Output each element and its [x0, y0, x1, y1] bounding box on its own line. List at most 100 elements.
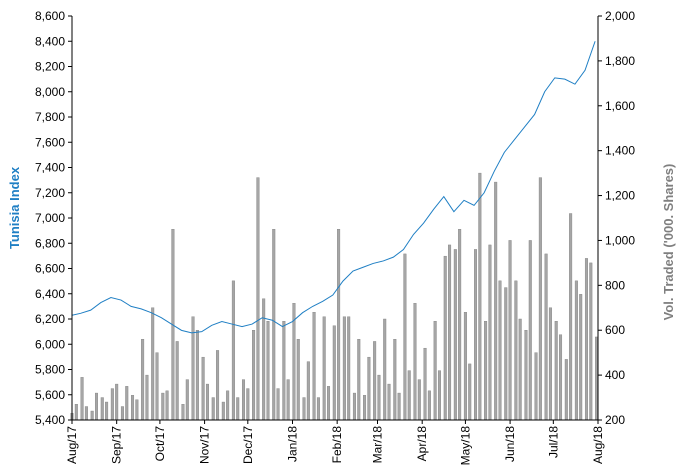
x-tick-label: Jul/18: [546, 426, 560, 458]
volume-bar: [387, 383, 391, 421]
volume-bar: [272, 229, 276, 421]
volume-bar: [538, 177, 542, 421]
volume-bar: [342, 316, 346, 421]
volume-bar: [125, 386, 129, 421]
right-tick-label: 2,000: [605, 9, 635, 23]
left-tick-label: 7,000: [35, 211, 65, 225]
volume-bar: [347, 316, 351, 421]
volume-bar: [306, 361, 310, 421]
volume-bar: [216, 350, 220, 421]
volume-bar: [110, 388, 114, 421]
volume-bar: [155, 352, 159, 421]
volume-bar: [383, 318, 387, 421]
right-tick-label: 1,200: [605, 189, 635, 203]
volume-bar: [373, 341, 377, 421]
right-tick-label: 400: [605, 368, 625, 382]
volume-bar: [302, 397, 306, 421]
volume-bar: [554, 321, 558, 421]
volume-bar: [74, 404, 78, 421]
left-tick-label: 8,600: [35, 9, 65, 23]
left-axis-ticks: 5,400 5,600 5,800 6,000 6,200 6,400 6,600 6,800…: [35, 9, 72, 427]
volume-bar: [488, 244, 492, 421]
volume-bar: [161, 392, 165, 421]
volume-bar: [377, 374, 381, 421]
x-tick-label: Jan/18: [285, 426, 299, 462]
left-tick-label: 6,600: [35, 262, 65, 276]
x-tick-label: Aug/17: [65, 426, 79, 464]
x-tick-label: May/18: [458, 426, 472, 466]
x-tick-label: Nov/17: [198, 426, 212, 464]
volume-bar: [569, 213, 573, 421]
volume-bar: [312, 312, 316, 421]
volume-bar: [574, 280, 578, 421]
x-tick-label: Aug/18: [591, 426, 605, 464]
left-tick-label: 7,200: [35, 186, 65, 200]
volume-bar: [286, 379, 290, 421]
volume-bar: [296, 339, 300, 421]
volume-bar: [165, 390, 169, 421]
right-tick-label: 200: [605, 413, 625, 427]
volume-bar: [236, 397, 240, 421]
volume-bar: [448, 244, 452, 421]
x-tick-label: Sep/17: [110, 426, 124, 464]
right-tick-label: 800: [605, 278, 625, 292]
left-tick-label: 6,800: [35, 236, 65, 250]
volume-bar: [151, 307, 155, 421]
volume-bar: [135, 399, 139, 421]
volume-bar: [528, 240, 532, 421]
volume-bar: [559, 334, 563, 421]
volume-bar: [266, 321, 270, 421]
left-tick-label: 7,600: [35, 135, 65, 149]
x-tick-label: Mar/18: [371, 426, 385, 464]
volume-bar: [474, 249, 478, 421]
volume-bar: [504, 287, 508, 421]
volume-bar: [413, 303, 417, 421]
left-tick-label: 8,400: [35, 34, 65, 48]
volume-bar: [595, 336, 599, 421]
index-line: [71, 41, 596, 334]
volume-bar: [397, 392, 401, 421]
volume-bar: [141, 339, 145, 421]
volume-bar: [145, 374, 149, 421]
volume-bar: [518, 318, 522, 421]
volume-bar: [548, 307, 552, 421]
volume-bar: [94, 392, 98, 421]
right-tick-label: 1,600: [605, 99, 635, 113]
left-tick-label: 7,400: [35, 161, 65, 175]
x-tick-label: Jun/18: [503, 426, 517, 462]
index-line-layer: [71, 41, 596, 334]
volume-bar: [90, 410, 94, 421]
volume-bar: [221, 401, 225, 421]
left-tick-label: 5,400: [35, 413, 65, 427]
volume-bar: [262, 298, 266, 421]
left-axis-title: Tunisia Index: [7, 166, 22, 249]
volume-bar: [246, 388, 250, 421]
volume-bar: [337, 229, 341, 421]
volume-bar: [181, 404, 185, 421]
x-tick-label: Dec/17: [241, 426, 255, 464]
volume-bar: [589, 262, 593, 421]
volume-bar: [403, 253, 407, 421]
volume-bar: [524, 330, 528, 421]
volume-bar: [84, 406, 88, 421]
volume-bar: [352, 392, 356, 421]
volume-bar: [131, 395, 135, 421]
volume-bar: [427, 390, 431, 421]
volume-bar: [276, 388, 280, 421]
volume-bar: [211, 397, 215, 421]
volume-bar: [423, 347, 427, 421]
left-tick-label: 5,600: [35, 388, 65, 402]
x-tick-label: Oct/17: [153, 426, 167, 462]
volume-bar: [407, 370, 411, 421]
volume-bar: [584, 258, 588, 421]
volume-bar: [514, 280, 518, 421]
x-tick-label: Feb/18: [330, 426, 344, 464]
right-tick-label: 1,400: [605, 144, 635, 158]
volume-bar: [564, 359, 568, 421]
left-tick-label: 5,800: [35, 363, 65, 377]
x-axis-ticks: Aug/17 Sep/17 Oct/17 Nov/17 Dec/17 Jan/18 Feb/…: [65, 420, 605, 465]
left-tick-label: 8,000: [35, 85, 65, 99]
left-tick-label: 8,200: [35, 60, 65, 74]
volume-bar: [105, 401, 109, 421]
